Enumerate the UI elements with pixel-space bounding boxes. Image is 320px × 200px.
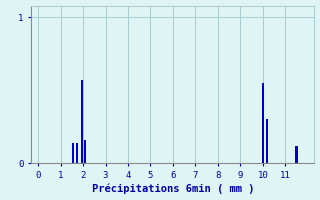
- Bar: [72, 143, 74, 163]
- Bar: [81, 80, 83, 163]
- Bar: [266, 119, 268, 163]
- Bar: [262, 83, 264, 163]
- X-axis label: Précipitations 6min ( mm ): Précipitations 6min ( mm ): [92, 184, 254, 194]
- Bar: [295, 146, 298, 163]
- Bar: [84, 140, 86, 163]
- Bar: [76, 143, 78, 163]
